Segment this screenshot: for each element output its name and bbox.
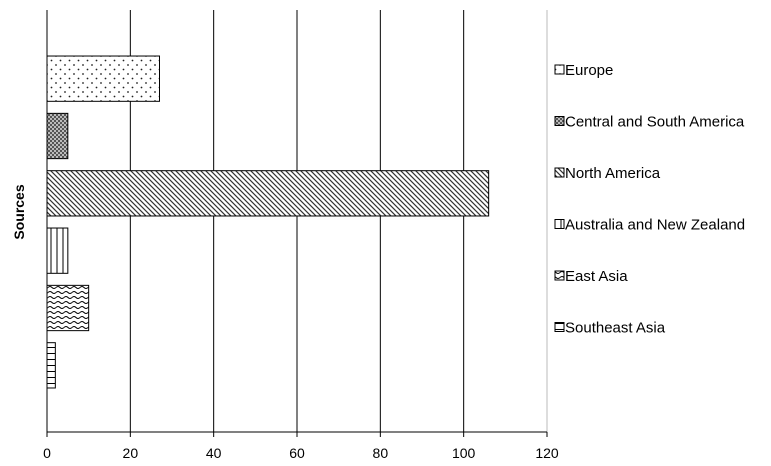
bar-east-asia xyxy=(46,284,90,332)
bar-north-america xyxy=(46,170,490,217)
bar-europe xyxy=(46,55,160,102)
legend-swatch-north-america xyxy=(554,167,565,178)
x-tick-label-40: 40 xyxy=(206,445,222,461)
bar-southeast-asia xyxy=(46,342,56,389)
x-tick-label-120: 120 xyxy=(535,445,559,461)
legend-item-central-and-south-america: Central and South America xyxy=(554,114,745,131)
legend-swatch-central-and-south-america xyxy=(554,116,565,126)
bars xyxy=(46,55,490,389)
legend-swatch-east-asia xyxy=(554,270,565,281)
legend-label-southeast-asia: Southeast Asia xyxy=(565,320,666,337)
legend-label-north-america: North America xyxy=(565,165,661,182)
legend-item-east-asia: East Asia xyxy=(554,268,628,285)
legend-label-australia-and-new-zealand: Australia and New Zealand xyxy=(565,217,745,234)
legend-label-east-asia: East Asia xyxy=(565,268,628,285)
legend-label-central-and-south-america: Central and South America xyxy=(565,114,745,131)
x-tick-label-60: 60 xyxy=(289,445,305,461)
x-tick-label-0: 0 xyxy=(43,445,51,461)
bar-central-and-south-america xyxy=(46,112,69,160)
legend-item-north-america: North America xyxy=(554,165,661,182)
legend-swatch-australia-and-new-zealand xyxy=(554,219,565,229)
legend-swatch-europe xyxy=(554,64,565,75)
gridlines xyxy=(129,10,548,432)
axes xyxy=(46,10,548,437)
legend-item-europe: Europe xyxy=(554,62,613,79)
x-tick-label-80: 80 xyxy=(373,445,389,461)
legend: Europe Central and South America North Ame… xyxy=(554,62,745,337)
y-axis-title: Sources xyxy=(11,184,27,239)
x-tick-label-100: 100 xyxy=(452,445,476,461)
bar-australia-and-new-zealand xyxy=(46,227,69,274)
legend-item-australia-and-new-zealand: Australia and New Zealand xyxy=(554,217,745,234)
legend-label-europe: Europe xyxy=(565,62,613,79)
legend-item-southeast-asia: Southeast Asia xyxy=(554,320,666,337)
legend-swatch-southeast-asia xyxy=(554,322,565,332)
x-tick-label-20: 20 xyxy=(123,445,139,461)
x-tick-labels: 0 20 40 60 80 100 120 xyxy=(43,445,559,461)
